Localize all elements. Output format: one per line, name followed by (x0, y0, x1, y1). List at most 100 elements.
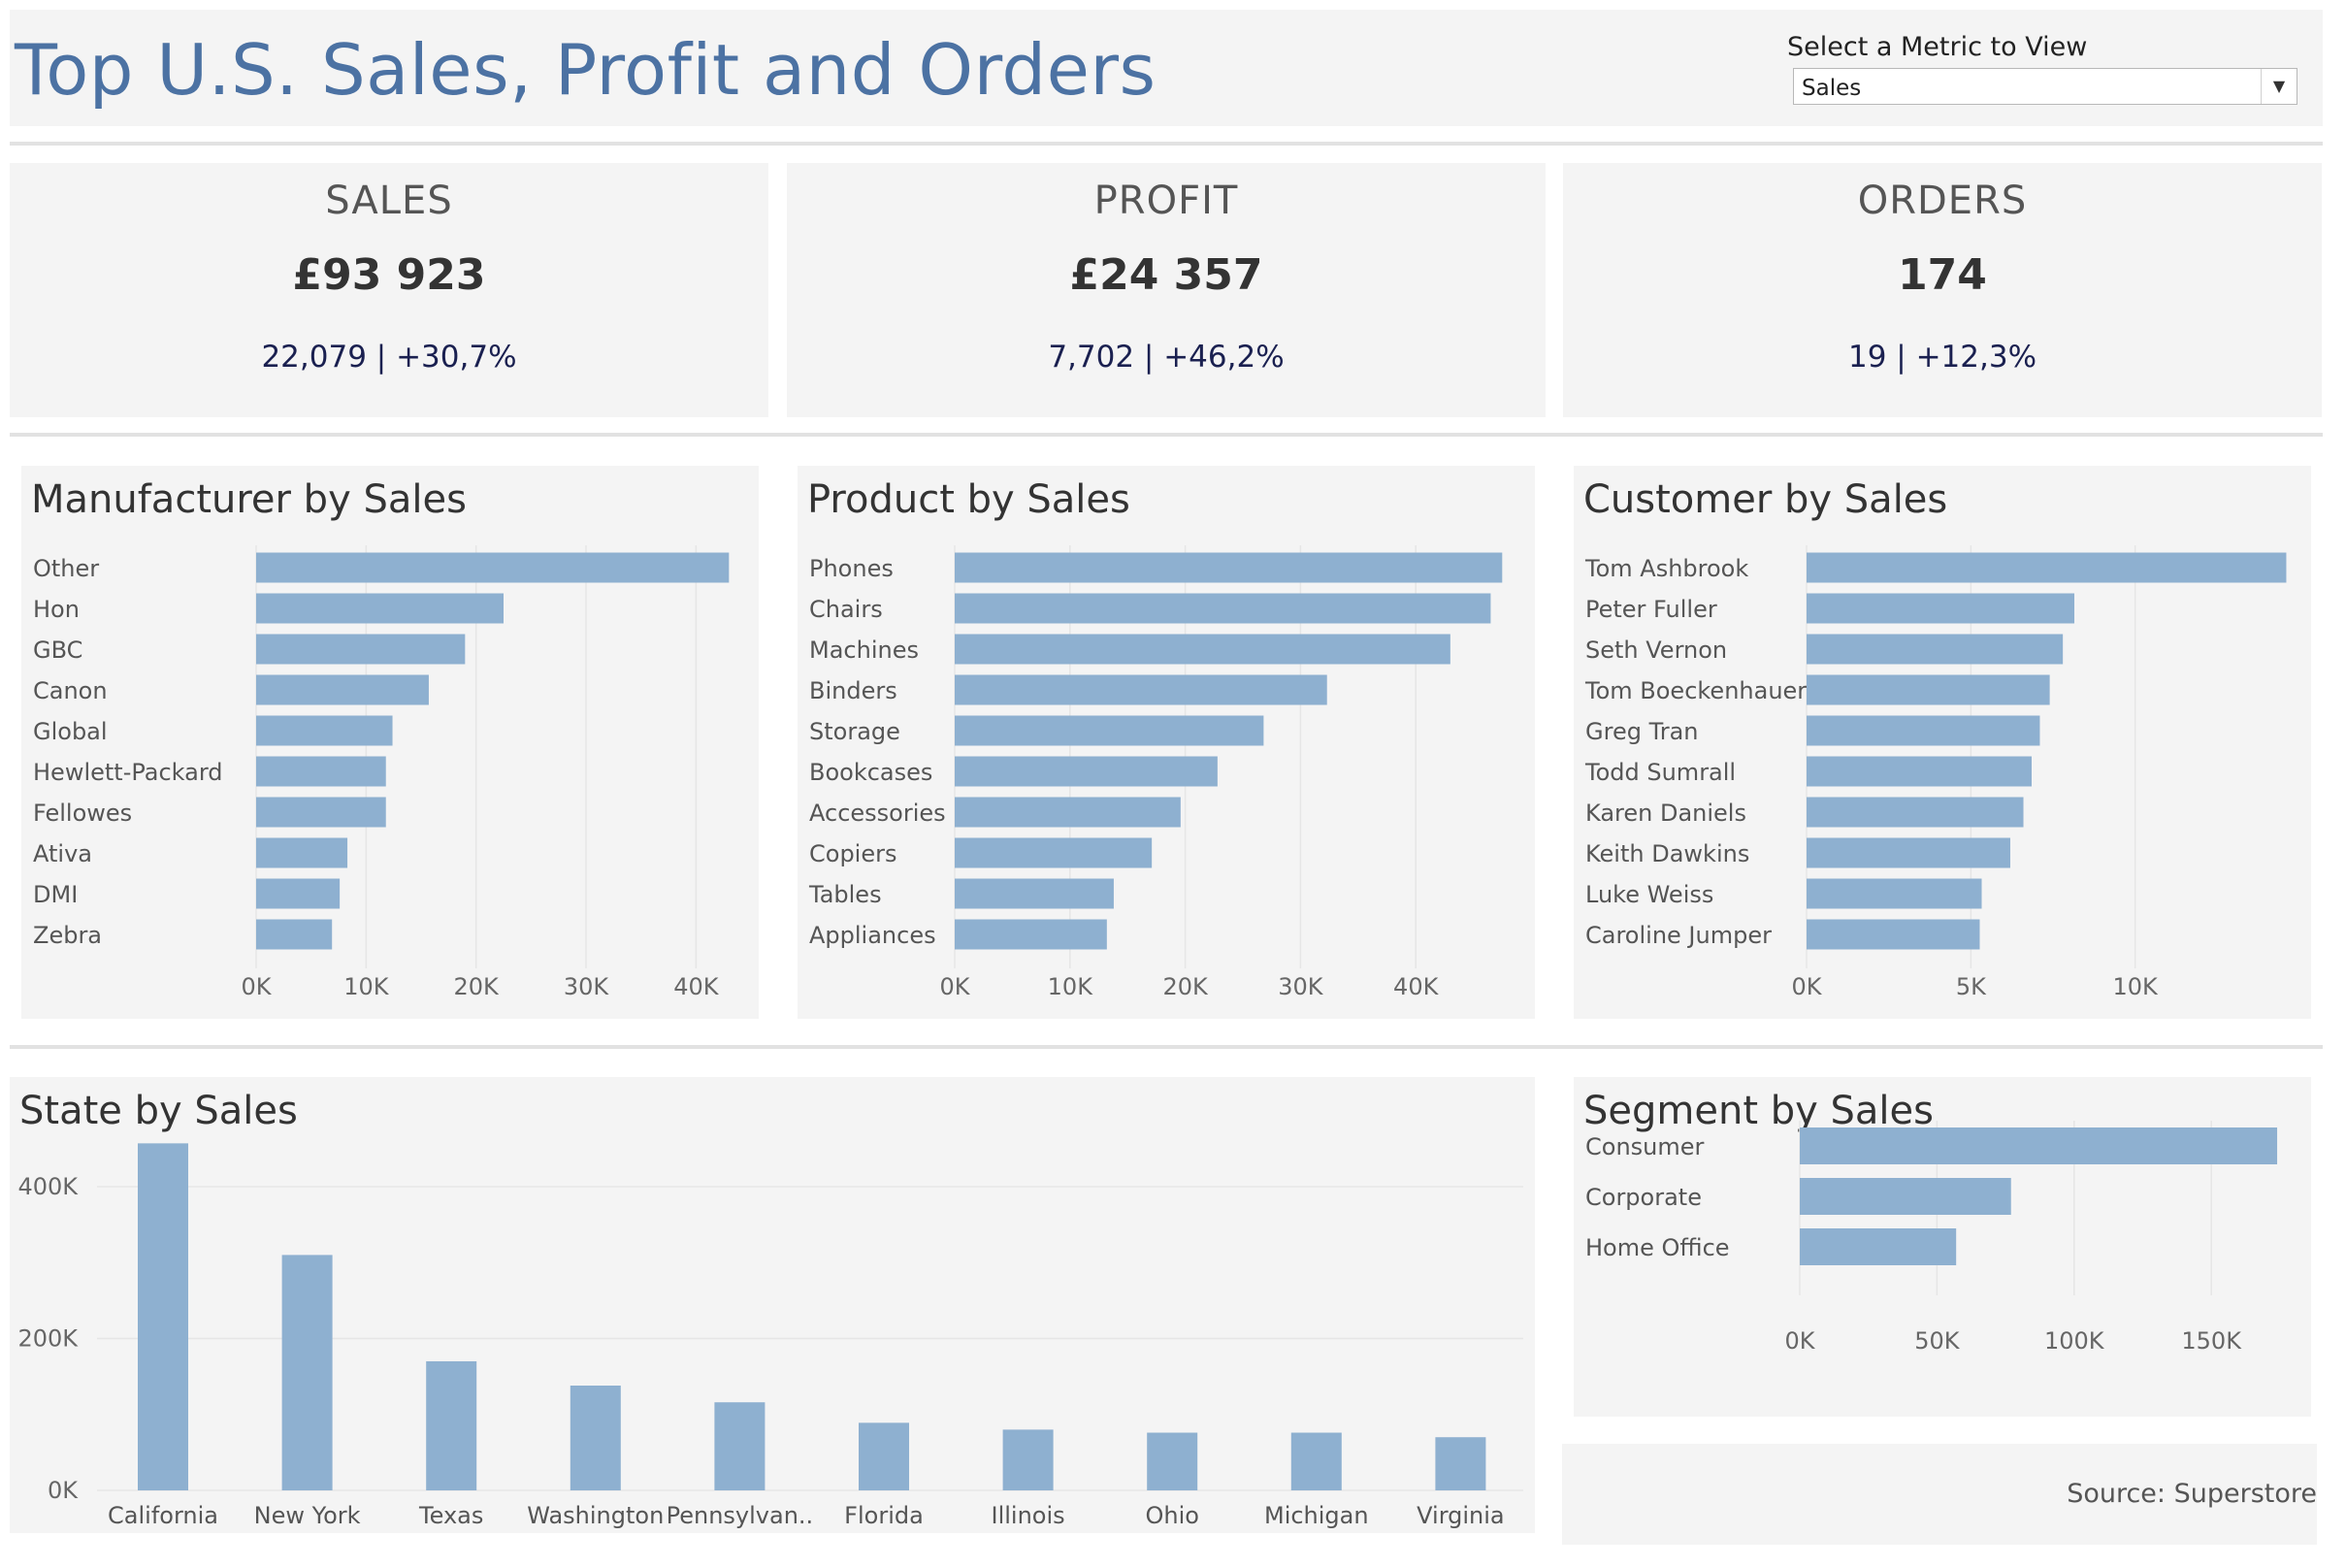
metric-select-value: Sales (1802, 76, 1862, 101)
category-label: Consumer (1585, 1133, 1705, 1160)
category-label: Zebra (33, 922, 102, 949)
customer-bar-chart: 0K 5K 10K Tom Ashbrook Peter Fuller Seth Vern… (1584, 545, 2287, 1000)
y-tick-label: 400K (17, 1173, 79, 1200)
x-tick-label: 40K (1393, 973, 1440, 1000)
category-label: Pennsylvan.. (667, 1502, 814, 1529)
bar (1002, 1429, 1054, 1490)
source-note: Source: Superstore (2067, 1479, 2317, 1509)
kpi-value: £24 357 (1069, 250, 1263, 300)
state-bar-chart: 0K 200K 400K California New York Texas Washing… (17, 1143, 1523, 1529)
x-tick-label: 0K (1791, 973, 1822, 1000)
kpi-card-orders: ORDERS 174 19 | +12,3% (1563, 163, 2322, 417)
bar (955, 552, 1503, 583)
metric-selector-label: Select a Metric to View (1787, 32, 2088, 62)
bar (256, 837, 348, 868)
category-label: Corporate (1585, 1184, 1702, 1211)
x-tick-label: 10K (2113, 973, 2160, 1000)
category-label: Keith Dawkins (1585, 840, 1749, 867)
category-label: Copiers (809, 840, 896, 867)
bar (1807, 756, 2032, 787)
category-label: Florida (844, 1502, 924, 1529)
bar (256, 756, 386, 787)
chart-title: Segment by Sales (1583, 1089, 1934, 1133)
category-label: Washington (527, 1502, 664, 1529)
chevron-down-icon[interactable]: ▼ (2261, 69, 2297, 104)
category-label: Global (33, 718, 108, 745)
category-label: Ativa (33, 840, 92, 867)
category-label: DMI (33, 881, 78, 908)
category-label: Luke Weiss (1585, 881, 1713, 908)
category-label: Caroline Jumper (1585, 922, 1772, 949)
divider (10, 1045, 2323, 1049)
category-label: Karen Daniels (1585, 800, 1746, 827)
divider (10, 433, 2323, 437)
metric-select-dropdown[interactable]: Sales ▼ (1793, 68, 2297, 105)
bar (1807, 837, 2010, 868)
x-tick-label: 5K (1956, 973, 1987, 1000)
kpi-label: SALES (325, 179, 453, 223)
x-tick-label: 10K (343, 973, 390, 1000)
x-tick-label: 0K (939, 973, 970, 1000)
segment-chart-panel: Segment by Sales 0K 50K 100K 150K Consumer Co… (1574, 1077, 2311, 1417)
bar (1807, 919, 1980, 950)
bar (256, 919, 333, 950)
x-tick-label: 50K (1914, 1327, 1961, 1355)
manufacturer-chart-panel: Manufacturer by Sales 0K 10K 20K 30K 40K Othe… (21, 466, 759, 1019)
bar (1807, 797, 2024, 828)
category-label: Greg Tran (1585, 718, 1698, 745)
y-tick-label: 0K (48, 1477, 79, 1504)
chart-title: Product by Sales (807, 477, 1130, 522)
category-label: Chairs (809, 596, 883, 623)
kpi-delta: 22,079 | +30,7% (261, 340, 517, 375)
category-label: Hewlett-Packard (33, 759, 223, 786)
bar (955, 756, 1218, 787)
category-label: Virginia (1417, 1502, 1505, 1529)
kpi-value: £93 923 (292, 250, 486, 300)
bar (256, 715, 393, 746)
category-label: Illinois (992, 1502, 1065, 1529)
category-label: New York (254, 1502, 361, 1529)
x-tick-label: 100K (2044, 1327, 2105, 1355)
bar (955, 634, 1450, 665)
kpi-delta: 7,702 | +46,2% (1048, 340, 1285, 375)
dashboard-title: Top U.S. Sales, Profit and Orders (15, 29, 1157, 111)
bar (714, 1402, 766, 1490)
bar (138, 1143, 188, 1490)
x-tick-label: 150K (2181, 1327, 2242, 1355)
bar (1800, 1127, 2278, 1164)
bar (1807, 674, 2050, 705)
category-label: Bookcases (809, 759, 932, 786)
category-label: Home Office (1585, 1234, 1730, 1261)
bar (1807, 878, 1982, 909)
category-label: Tom Ashbrook (1584, 555, 1748, 582)
category-label: Accessories (809, 800, 946, 827)
bar (256, 634, 466, 665)
kpi-value: 174 (1898, 250, 1987, 300)
kpi-label: ORDERS (1857, 179, 2028, 223)
kpi-label: PROFIT (1093, 179, 1239, 223)
category-label: Todd Sumrall (1584, 759, 1736, 786)
category-label: Peter Fuller (1585, 596, 1717, 623)
chart-title: Manufacturer by Sales (31, 477, 467, 522)
category-label: Tom Boeckenhauer (1584, 677, 1807, 704)
category-label: Michigan (1264, 1502, 1369, 1529)
x-tick-label: 20K (1162, 973, 1209, 1000)
divider (10, 142, 2323, 146)
x-tick-label: 0K (241, 973, 272, 1000)
bar (955, 593, 1491, 624)
bar (955, 715, 1264, 746)
category-label: Binders (809, 677, 897, 704)
category-label: Other (33, 555, 99, 582)
category-label: Canon (33, 677, 108, 704)
manufacturer-bar-chart: 0K 10K 20K 30K 40K Other Hon GBC Canon Global Hewl… (33, 545, 730, 1000)
bar (1800, 1178, 2011, 1215)
bar (1807, 593, 2075, 624)
category-label: Machines (809, 637, 919, 664)
kpi-card-sales: SALES £93 923 22,079 | +30,7% (10, 163, 768, 417)
bar (256, 593, 504, 624)
bar (281, 1255, 333, 1490)
category-label: Phones (809, 555, 894, 582)
category-label: GBC (33, 637, 82, 664)
bar (426, 1360, 477, 1490)
kpi-card-profit: PROFIT £24 357 7,702 | +46,2% (787, 163, 1546, 417)
